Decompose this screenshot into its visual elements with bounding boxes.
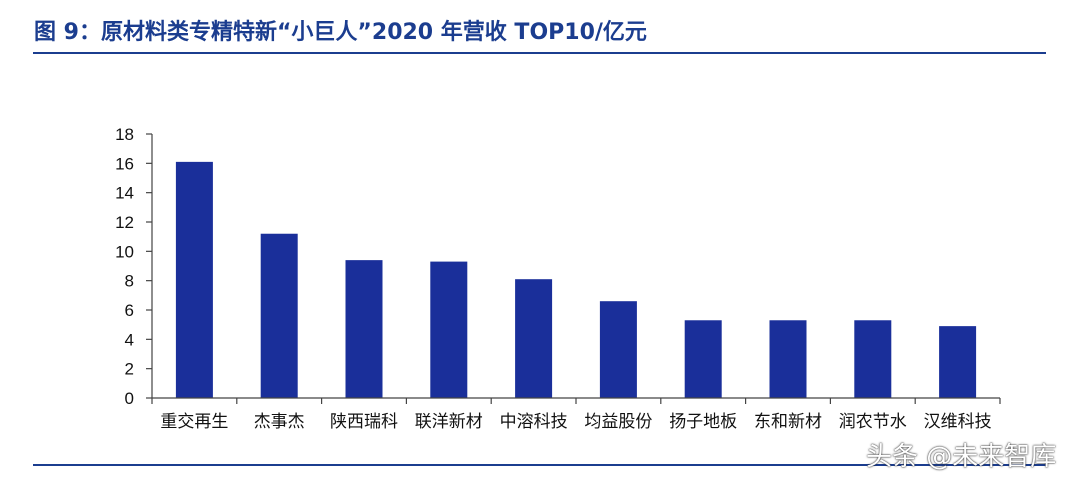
bar-6 (599, 301, 637, 398)
bar-4 (430, 261, 468, 398)
bar-8 (769, 320, 807, 398)
x-axis: 重交再生 杰事杰 陕西瑞科 联洋新材 中溶科技 均益股份 扬子地板 东和新材 润农节水 汉维科技 (151, 397, 1001, 432)
x-tick-label: 中溶科技 (500, 412, 568, 432)
bar-10 (939, 326, 977, 398)
y-tick-label: 12 (115, 213, 134, 232)
title-divider (33, 52, 1046, 54)
figure-title: 图 9：原材料类专精特新“小巨人”2020 年营收 TOP10/亿元 (34, 20, 647, 45)
bar-9 (854, 320, 892, 398)
y-tick-label: 4 (125, 330, 134, 349)
bar-3 (345, 260, 383, 398)
x-tick-label: 扬子地板 (669, 412, 737, 432)
x-tick-label: 汉维科技 (924, 412, 992, 432)
y-tick-label: 8 (125, 272, 134, 291)
y-tick-label: 10 (115, 242, 134, 261)
x-tick-label: 均益股份 (584, 412, 652, 432)
y-tick-label: 0 (125, 389, 134, 408)
y-tick-label: 18 (115, 125, 134, 144)
bar-7 (684, 320, 722, 398)
x-tick-label: 陕西瑞科 (330, 412, 398, 432)
bars (175, 161, 977, 398)
y-axis: 0 2 4 6 8 10 12 14 16 18 (115, 125, 153, 408)
x-tick-label: 润农节水 (839, 412, 907, 432)
bar-1 (175, 161, 213, 398)
bar-2 (260, 233, 298, 398)
x-tick-label: 东和新材 (754, 412, 822, 432)
bar-5 (515, 279, 553, 398)
watermark: 头条 @未来智库 (866, 442, 1057, 472)
x-tick-label: 重交再生 (160, 412, 228, 432)
bottom-divider (33, 464, 1046, 466)
x-tick-label: 杰事杰 (254, 412, 305, 432)
y-tick-label: 14 (115, 184, 134, 203)
x-tick-label: 联洋新材 (415, 412, 483, 432)
y-tick-label: 2 (125, 360, 134, 379)
y-tick-label: 6 (125, 301, 134, 320)
y-tick-label: 16 (115, 154, 134, 173)
